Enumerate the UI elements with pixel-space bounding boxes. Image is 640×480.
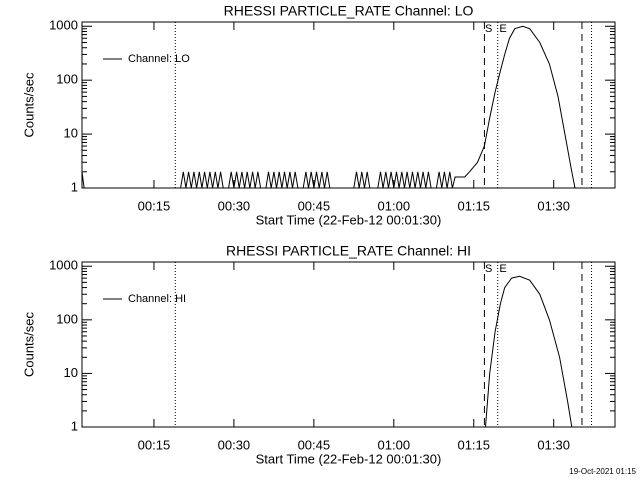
data-line <box>82 25 615 188</box>
annotation: S <box>485 23 492 35</box>
y-tick-label: 1 <box>71 418 78 433</box>
y-tick-label: 1000 <box>49 258 78 273</box>
x-tick-label: 00:30 <box>218 437 251 452</box>
y-tick-label: 10 <box>64 365 78 380</box>
x-tick-label: 00:15 <box>138 437 171 452</box>
x-tick-label: 01:30 <box>537 198 570 213</box>
y-tick-label: 100 <box>56 311 78 326</box>
footer: 19-Oct-2021 01:15 <box>569 467 636 476</box>
x-tick-label: 00:15 <box>138 198 171 213</box>
y-tick-label: 1 <box>71 179 78 194</box>
chart-title: RHESSI PARTICLE_RATE Channel: LO <box>224 3 474 19</box>
x-tick-label: 00:45 <box>298 437 331 452</box>
y-tick-label: 100 <box>56 72 78 87</box>
x-tick-label: 00:30 <box>218 198 251 213</box>
x-tick-label: 01:30 <box>537 437 570 452</box>
x-tick-label: 01:00 <box>378 198 411 213</box>
legend-label: Channel: HI <box>128 293 186 305</box>
x-tick-label: 01:15 <box>457 198 490 213</box>
x-axis-label: Start Time (22-Feb-12 00:01:30) <box>256 451 442 466</box>
x-tick-label: 01:15 <box>457 437 490 452</box>
y-axis-label: Counts/sec <box>21 311 36 377</box>
annotation: E <box>499 263 506 275</box>
annotation: S <box>485 263 492 275</box>
x-axis-label: Start Time (22-Feb-12 00:01:30) <box>256 212 442 227</box>
y-tick-label: 10 <box>64 126 78 141</box>
data-line <box>82 275 615 427</box>
y-axis-label: Counts/sec <box>21 72 36 138</box>
y-tick-label: 1000 <box>49 18 78 33</box>
chart-title: RHESSI PARTICLE_RATE Channel: HI <box>226 243 471 259</box>
legend-label: Channel: LO <box>128 53 190 65</box>
x-tick-label: 01:00 <box>378 437 411 452</box>
annotation: E <box>499 23 506 35</box>
x-tick-label: 00:45 <box>298 198 331 213</box>
